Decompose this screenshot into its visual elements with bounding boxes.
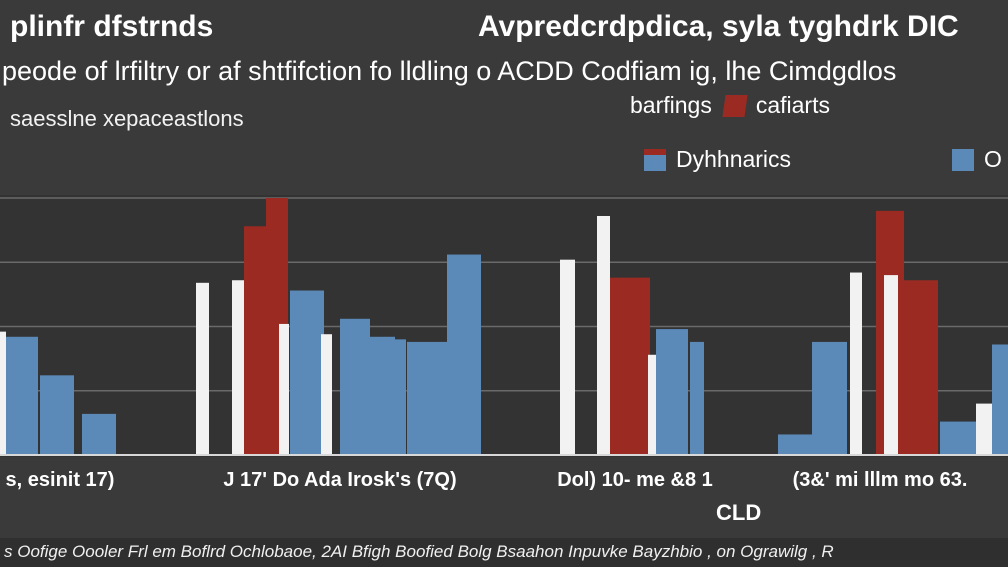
tick-labels: s, esinit 17) J 17' Do Ada Irosk's (7Q) Do… xyxy=(6,469,968,491)
bar-5 xyxy=(232,280,244,455)
bar-2 xyxy=(40,375,74,455)
bar-9 xyxy=(290,290,324,455)
legend-dynamics: Dyhhnarics xyxy=(644,146,791,173)
bar-3 xyxy=(82,413,116,455)
bar-26 xyxy=(884,275,898,455)
legend-swatch-blue-red xyxy=(644,148,666,171)
bar-21 xyxy=(690,341,704,455)
chart-subtitle: peode of lrfiltry or af shtfifction fo l… xyxy=(2,56,897,86)
legend-label-barfings: barfings xyxy=(630,92,712,118)
legend-label-dynamics: Dyhhnarics xyxy=(676,146,792,172)
bar-10 xyxy=(321,334,332,455)
x-axis-label: CLD xyxy=(716,500,762,525)
legend-label-o: O xyxy=(984,146,1002,172)
tick-label-1: J 17' Do Ada Irosk's (7Q) xyxy=(223,469,456,491)
chart-title-right: Avpredcrdpdica, syla tyghdrk DIC xyxy=(478,10,959,43)
bar-28 xyxy=(940,421,976,455)
tick-label-3: (3&' mi lllm mo 63. xyxy=(793,469,968,491)
bar-8 xyxy=(279,323,289,455)
tick-label-0: s, esinit 17) xyxy=(6,469,115,491)
bar-16 xyxy=(560,259,575,455)
bar-19 xyxy=(648,354,656,455)
chart-subtitle-secondary: saesslne xepaceastlons xyxy=(10,106,244,131)
bar-29 xyxy=(976,403,992,455)
bar-11 xyxy=(340,318,370,455)
bar-22 xyxy=(778,434,812,455)
legend-bars: barfings cafiarts xyxy=(630,92,830,119)
legend-swatch-red xyxy=(722,94,748,117)
bar-group xyxy=(0,198,1008,455)
bar-24 xyxy=(850,272,862,455)
legend-o: O xyxy=(952,146,1002,173)
bar-30 xyxy=(992,344,1008,455)
legend-swatch-blue xyxy=(952,148,974,171)
bar-23 xyxy=(812,341,847,455)
bar-15 xyxy=(447,254,481,455)
bar-13 xyxy=(380,339,406,455)
bar-20 xyxy=(656,329,688,455)
bar-4 xyxy=(196,282,209,455)
footer-caption: s Oofige Oooler Frl em Boflrd Ochlobaoe,… xyxy=(0,538,1008,567)
bar-6 xyxy=(244,226,266,455)
tick-label-2: Dol) 10- me &8 1 xyxy=(557,469,713,491)
bar-27 xyxy=(900,280,938,455)
bar-14 xyxy=(407,341,447,455)
bar-18 xyxy=(610,277,650,455)
chart-title: plinfr dfstrnds xyxy=(10,10,214,43)
bar-0 xyxy=(0,331,6,455)
bar-1 xyxy=(6,336,38,455)
bar-17 xyxy=(597,215,610,455)
legend-label-cafiarts: cafiarts xyxy=(755,92,830,118)
